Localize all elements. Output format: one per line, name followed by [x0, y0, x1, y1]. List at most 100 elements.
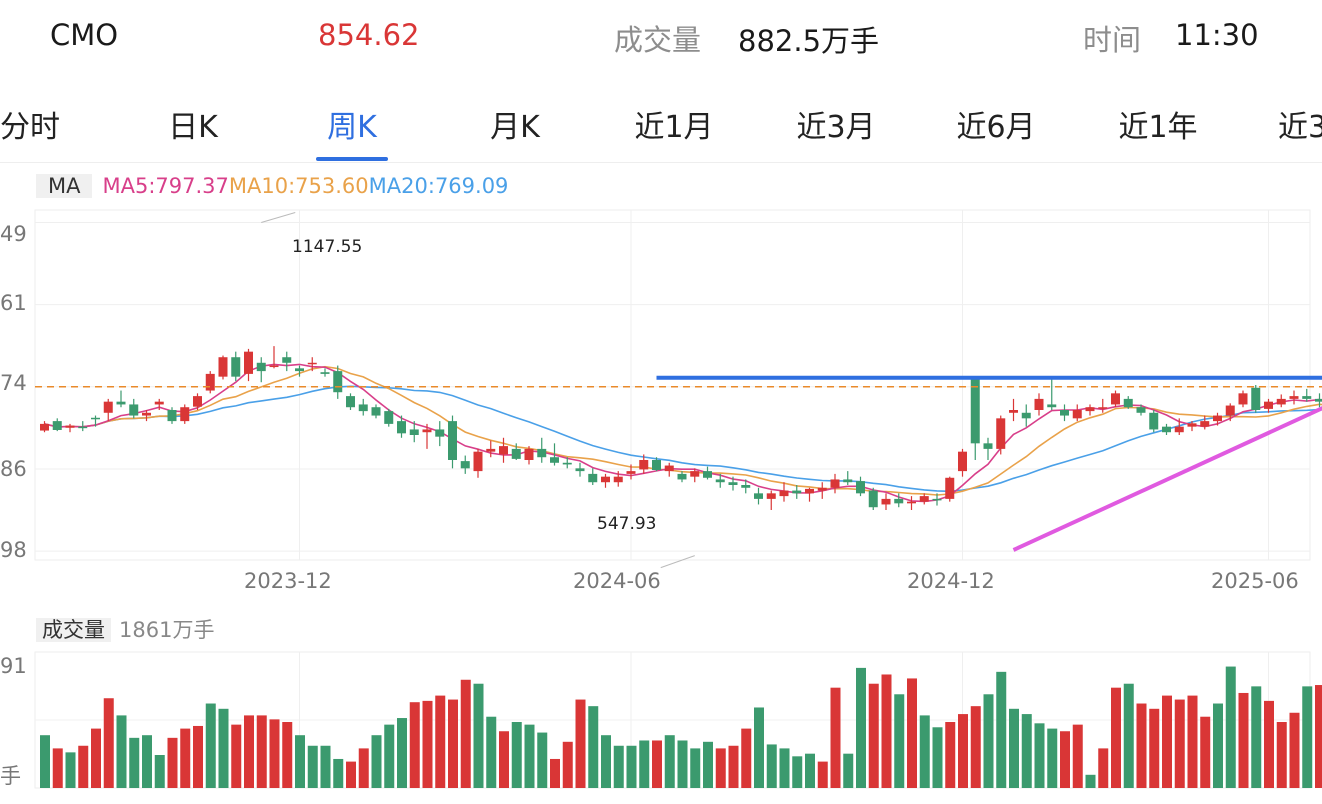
- volume-bar: [894, 694, 905, 788]
- price-plot-frame: [34, 209, 1311, 561]
- candle-body: [256, 362, 266, 372]
- volume-legend-label[interactable]: 成交量: [36, 618, 111, 642]
- volume-bar: [358, 748, 369, 788]
- candle-body: [409, 429, 419, 435]
- ma5-line: [44, 363, 1322, 503]
- ma-legend: MA MA5:797.37MA10:753.60MA20:769.09: [36, 170, 508, 203]
- tab-6-months[interactable]: 近6月: [956, 110, 1036, 145]
- tab-3-months[interactable]: 近3月: [796, 110, 876, 145]
- candle: [244, 348, 253, 382]
- candle-body: [970, 377, 980, 444]
- candle: [677, 471, 687, 483]
- candle-body: [244, 351, 253, 374]
- tab-weekly-k[interactable]: 周K: [327, 110, 377, 145]
- chart-grid: [34, 209, 1311, 561]
- candle: [333, 365, 343, 399]
- volume-bar: [601, 735, 611, 788]
- candle: [741, 479, 751, 494]
- volume-bar: [1200, 716, 1211, 788]
- candle-body: [307, 362, 317, 365]
- candle-body: [1225, 405, 1235, 416]
- volume-bar: [1276, 722, 1287, 788]
- candle-body: [626, 471, 636, 474]
- volume-bar: [333, 758, 344, 788]
- annotation-low: 547.93: [597, 514, 657, 534]
- candle: [537, 437, 547, 463]
- candle-body: [1123, 398, 1133, 408]
- active-tab-indicator: [316, 157, 388, 161]
- candle-body: [282, 357, 292, 363]
- candle-body: [792, 490, 802, 494]
- candle: [52, 418, 62, 432]
- volume-bars: [40, 666, 1322, 788]
- volume-bar: [779, 748, 790, 788]
- candle-body: [384, 411, 394, 424]
- volume-bar: [715, 748, 726, 788]
- candle-body: [524, 448, 534, 460]
- candle: [40, 421, 49, 433]
- volume-bar: [384, 724, 395, 788]
- moving-average-lines: [44, 363, 1322, 503]
- candle-body: [511, 448, 521, 459]
- volume-bar: [754, 707, 764, 788]
- candle-body: [588, 473, 598, 483]
- annotation-high: 1147.55: [292, 237, 363, 257]
- candle: [1047, 379, 1057, 410]
- candle: [958, 448, 967, 477]
- candle: [1213, 412, 1222, 426]
- candle-body: [1072, 410, 1082, 419]
- candle-body: [550, 457, 559, 463]
- volume-bar: [613, 745, 624, 788]
- tab-1-month[interactable]: 近1月: [634, 110, 714, 145]
- candle-body: [346, 396, 355, 408]
- candle-body: [958, 451, 967, 472]
- volume-bar: [524, 724, 535, 788]
- ma-legend-label[interactable]: MA: [36, 174, 93, 198]
- candle-body: [1276, 398, 1286, 405]
- volume-bar: [473, 683, 484, 788]
- candle-body: [448, 421, 457, 460]
- candle-body: [358, 404, 368, 412]
- candle: [881, 493, 891, 510]
- candle-body: [881, 498, 891, 505]
- candle: [588, 468, 598, 485]
- candle: [562, 457, 572, 469]
- tab-1-year[interactable]: 近1年: [1118, 110, 1198, 145]
- volume-bar: [116, 715, 127, 788]
- tab-monthly-k[interactable]: 月K: [490, 110, 540, 145]
- candle: [575, 462, 585, 477]
- volume-bar: [970, 706, 981, 788]
- candle-body: [295, 368, 304, 372]
- y-tick-label: 86: [0, 457, 27, 481]
- volume-legend: 成交量 1861万手: [36, 614, 214, 647]
- chart-overlays: [35, 211, 1322, 569]
- volume-legend-value: 1861万手: [119, 618, 215, 642]
- volume-bar: [817, 761, 828, 788]
- candle-body: [1315, 398, 1322, 402]
- volume-label: 成交量: [614, 23, 702, 57]
- candle-body: [460, 461, 470, 469]
- candle: [1034, 393, 1044, 416]
- volume-bar: [932, 727, 943, 788]
- tab-intraday[interactable]: 分时: [0, 110, 60, 145]
- candle-body: [1085, 407, 1095, 412]
- volume-bar: [1174, 699, 1185, 788]
- tab-3-years[interactable]: 近3: [1278, 110, 1322, 145]
- candle: [970, 376, 980, 460]
- volume-bar: [703, 741, 713, 788]
- volume-bar: [103, 698, 114, 788]
- volume-bar: [1060, 731, 1070, 788]
- volume-bar: [1302, 686, 1313, 788]
- volume-bar: [652, 740, 662, 788]
- candle: [180, 404, 190, 424]
- tab-daily-k[interactable]: 日K: [168, 110, 218, 145]
- candle: [269, 346, 279, 369]
- volume-bar: [1085, 774, 1096, 788]
- volume-bar: [626, 745, 637, 788]
- candle-body: [269, 365, 279, 368]
- candle-body: [142, 412, 151, 416]
- candle-body: [664, 465, 674, 472]
- candle-body: [154, 401, 164, 405]
- volume-bar: [511, 722, 522, 788]
